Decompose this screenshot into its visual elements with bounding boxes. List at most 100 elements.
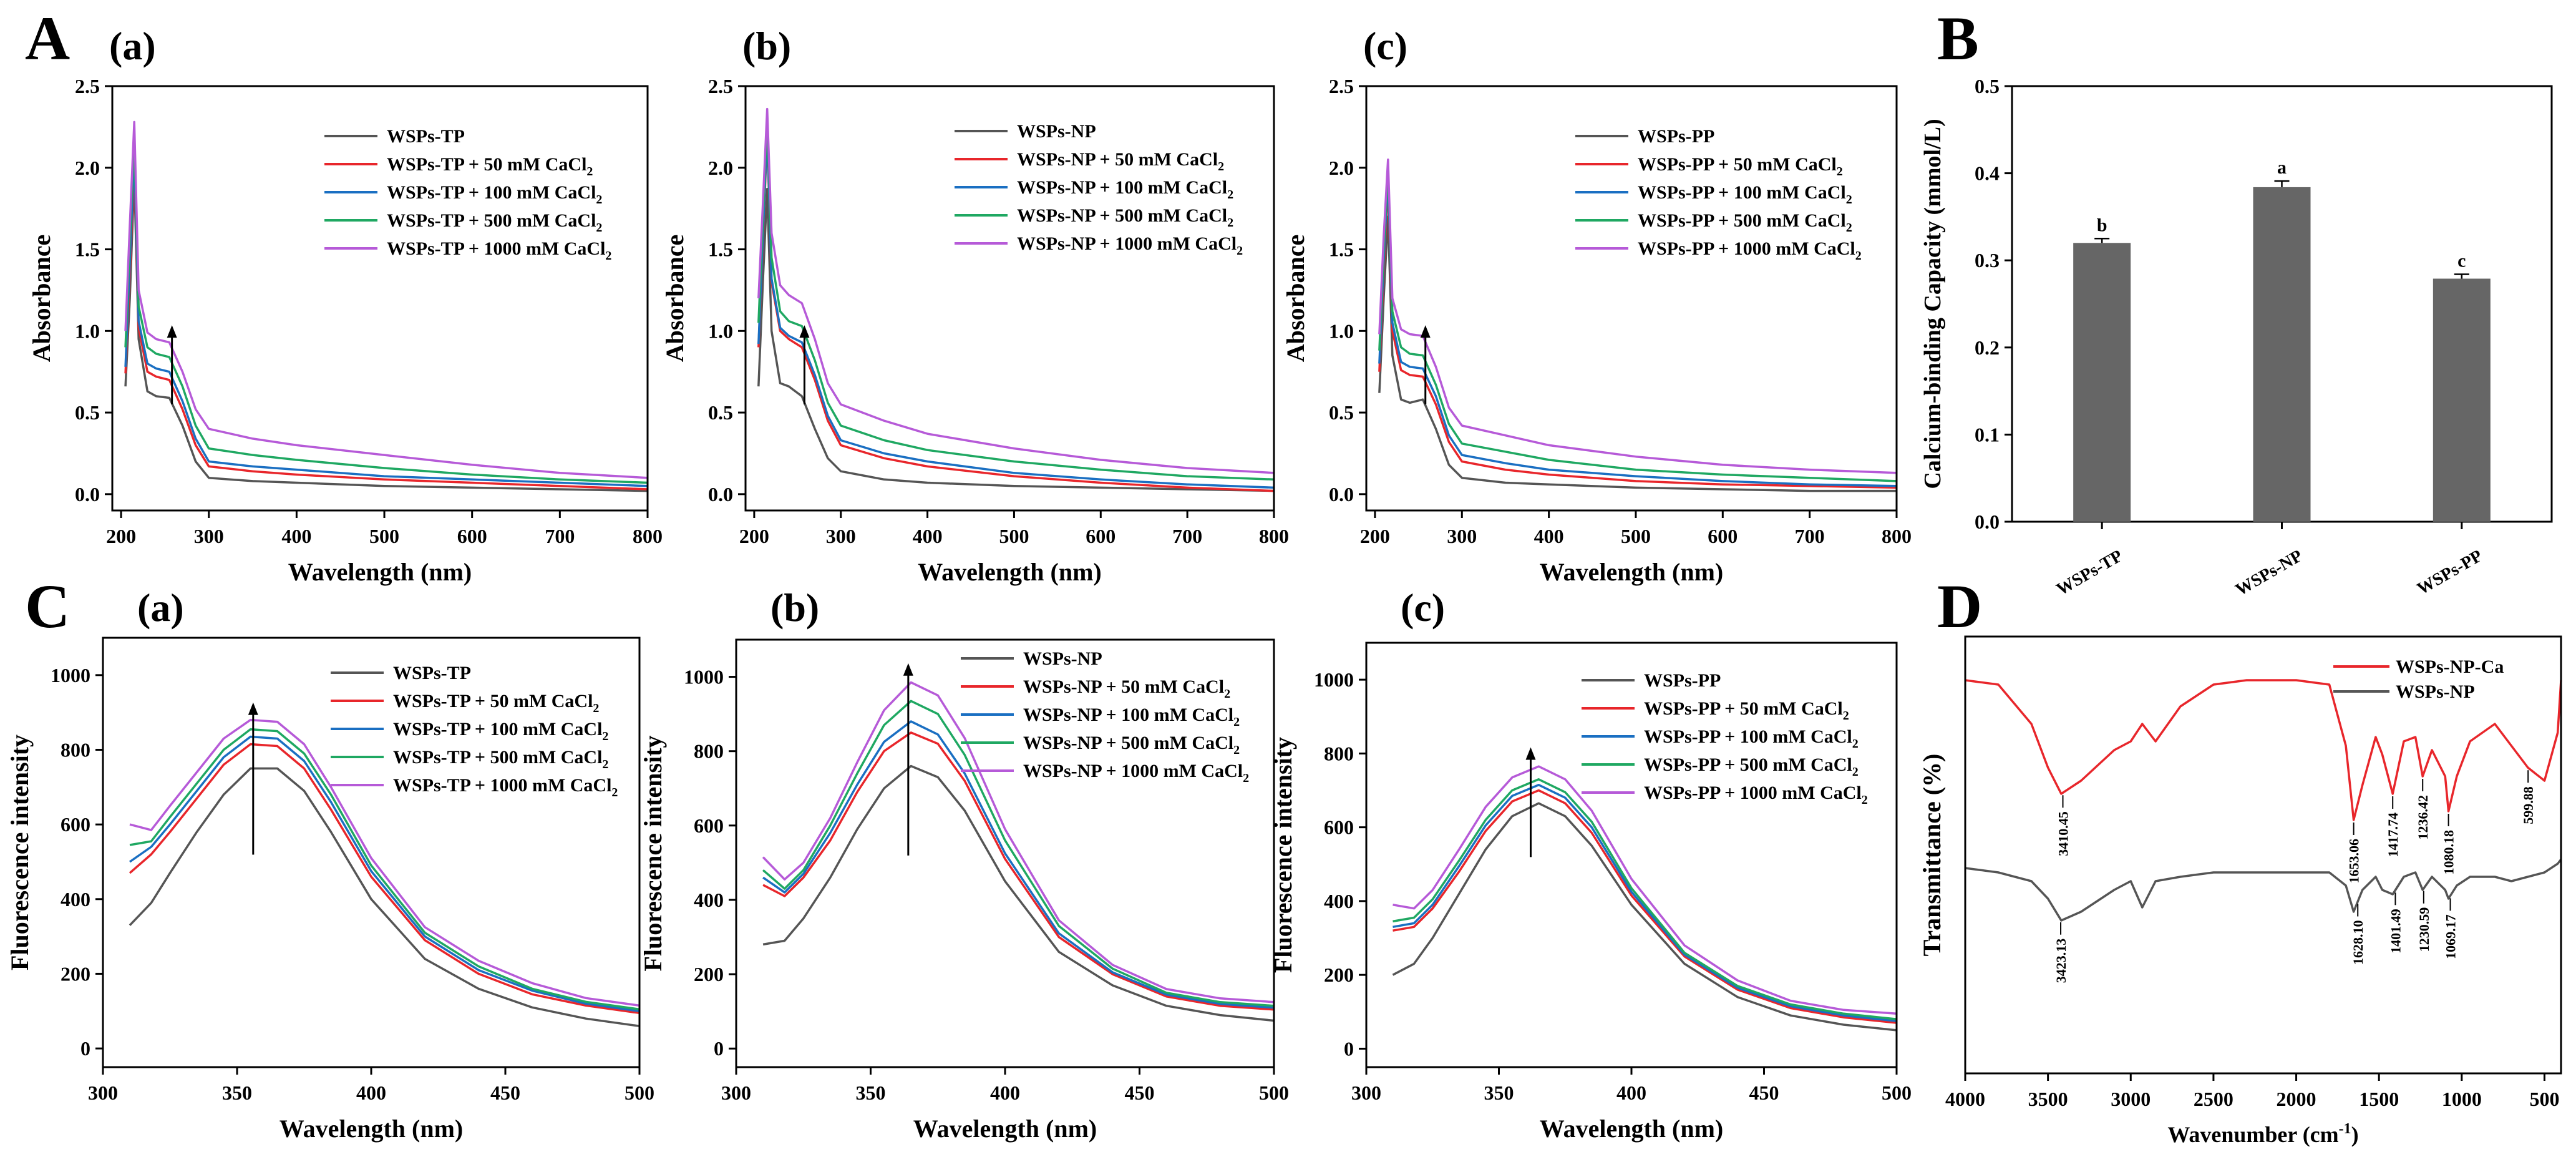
y-tick-label: 0 [1344, 1037, 1354, 1060]
series-line-2 [1392, 783, 1897, 1022]
subscript-2: 2 [586, 165, 593, 178]
y-tick-label: 200 [694, 963, 724, 985]
legend-label-0: WSPs-NP-Ca [2396, 657, 2504, 677]
y-tick-label: 0 [80, 1037, 90, 1060]
chart-bar_b: 0.0 0.1 0.2 0.3 0.4 0.5 Calcium-binding Capaci… [1920, 75, 2553, 600]
legend-text: WSPs-NP + 100 mM CaCl [1023, 705, 1233, 725]
subscript-2: 2 [593, 701, 599, 715]
legend-label-2: WSPs-TP + 100 mM CaCl2 [387, 182, 602, 207]
legend-text: WSPs-TP [387, 126, 465, 147]
subscript-2: 2 [605, 249, 611, 263]
legend-label-4: WSPs-PP + 1000 mM CaCl2 [1638, 238, 1862, 263]
series-line-1 [762, 731, 1275, 1011]
legend-label-1: WSPs-PP + 50 mM CaCl2 [1638, 154, 1843, 178]
peak-label: 1069.17 [2443, 914, 2459, 959]
series-line-1 [1965, 858, 2562, 922]
y-tick-label: 1.0 [75, 320, 100, 342]
x-axis-title: Wavenumber (cm-1) [2167, 1121, 2358, 1147]
legend-label-4: WSPs-NP + 1000 mM CaCl2 [1017, 233, 1243, 258]
legend-label-2: WSPs-PP + 100 mM CaCl2 [1638, 182, 1852, 207]
subscript-2: 2 [596, 221, 602, 235]
x-tick-label: 800 [633, 525, 663, 547]
legend-label-4: WSPs-TP + 1000 mM CaCl2 [387, 238, 611, 263]
legend-text: WSPs-PP + 50 mM CaCl [1638, 154, 1837, 175]
legend-label-4: WSPs-NP + 1000 mM CaCl2 [1023, 761, 1249, 785]
chart-fl_tp: 300 350 400 450 500 0 200 400 600 800 1000 Waveleng… [6, 585, 654, 1143]
y-tick-label: 0 [714, 1037, 724, 1060]
x-tick-label: 500 [625, 1081, 654, 1104]
y-tick-label: 1000 [1314, 668, 1354, 691]
x-tick-label: 2500 [2194, 1088, 2233, 1110]
peak-label: 1653.06 [2346, 839, 2362, 884]
x-tick-label: 300 [1351, 1081, 1381, 1104]
y-tick-label: 2.5 [75, 75, 100, 97]
peak-label: 3410.45 [2056, 811, 2071, 856]
legend-text: WSPs-NP + 50 mM CaCl [1017, 149, 1218, 170]
subscript-2: 2 [1218, 160, 1224, 173]
x-tick-label: 1000 [2442, 1088, 2482, 1110]
x-axis-title-end: ) [2351, 1122, 2359, 1147]
series-line-0 [129, 767, 640, 1027]
series-line-2 [762, 720, 1275, 1009]
x-tick-label: 1500 [2359, 1088, 2399, 1110]
x-tick-label: 350 [222, 1081, 252, 1104]
legend-text: WSPs-NP [1017, 121, 1096, 142]
y-tick-label: 800 [61, 738, 90, 761]
legend-text: WSPs-PP + 100 mM CaCl [1638, 182, 1846, 203]
x-tick-label: 2000 [2277, 1088, 2316, 1110]
series-line-3 [1392, 778, 1897, 1020]
series-line-1 [1392, 789, 1897, 1024]
y-tick-label: 200 [61, 962, 90, 985]
panel-letter-C: C [25, 572, 70, 641]
x-tick-label: 400 [1616, 1081, 1646, 1104]
legend-text: WSPs-TP + 1000 mM CaCl [393, 775, 611, 796]
subscript-2: 2 [1852, 737, 1859, 751]
x-tick-label: 200 [1360, 525, 1390, 547]
x-axis-title-sup: -1 [2339, 1121, 2351, 1137]
bar-1 [2253, 187, 2311, 522]
x-tick-label: 300 [826, 525, 856, 547]
x-tick-label: 400 [913, 525, 943, 547]
trend-arrow-head [1525, 747, 1536, 760]
series-line-3 [129, 728, 640, 1011]
subscript-2: 2 [1846, 193, 1852, 207]
y-tick-label: 0.5 [1329, 401, 1354, 424]
peak-label: 1401.49 [2388, 909, 2403, 954]
y-tick-label: 200 [1324, 964, 1354, 986]
x-tick-label: 3000 [2111, 1088, 2151, 1110]
legend-text: WSPs-PP + 50 mM CaCl [1644, 698, 1843, 719]
y-axis-title: Fluorescence intensity [1269, 737, 1297, 973]
subscript-2: 2 [1852, 765, 1859, 779]
panel-letter-B: B [1937, 4, 1979, 73]
subscript-2: 2 [1837, 165, 1843, 178]
legend-text: WSPs-TP + 100 mM CaCl [393, 719, 602, 740]
peak-label: 1230.59 [2416, 907, 2432, 952]
series-line-3 [757, 117, 1275, 481]
series-line-2 [129, 735, 640, 1013]
legend-text: WSPs-NP + 100 mM CaCl [1017, 177, 1227, 198]
subscript-2: 2 [1243, 771, 1249, 785]
y-tick-label: 600 [61, 813, 90, 836]
chart-uv_pp: 200 300 400 500 600 700 800 0.0 0.5 1.0 1.5 2.0 2.5 W… [1281, 24, 1912, 586]
y-tick-label: 2.5 [708, 75, 733, 97]
legend-text: WSPs-TP + 500 mM CaCl [387, 210, 596, 231]
x-tick-label: 500 [2529, 1088, 2559, 1110]
x-tick-label: 300 [194, 525, 224, 547]
y-tick-label: 1.5 [75, 238, 100, 261]
subscript-2: 2 [1233, 715, 1240, 729]
x-tick-label: 450 [1125, 1081, 1155, 1104]
legend-label-0: WSPs-TP [393, 663, 471, 683]
panel-letter-D: D [1937, 572, 1982, 641]
peak-label: 1236.42 [2415, 795, 2431, 840]
legend-label-2: WSPs-TP + 100 mM CaCl2 [393, 719, 608, 743]
x-tick-label: 350 [1484, 1081, 1514, 1104]
trend-arrow-head [1420, 325, 1431, 338]
x-tick-label: 4000 [1945, 1088, 1985, 1110]
x-tick-label: 3500 [2028, 1088, 2068, 1110]
y-tick-label: 1.5 [708, 238, 733, 261]
chart-uv_np: 200 300 400 500 600 700 800 0.0 0.5 1.0 1.5 2.0 2.5 W… [661, 24, 1289, 586]
x-axis-title: Wavelength (nm) [279, 1115, 463, 1143]
y-tick-label: 0.0 [1329, 483, 1354, 505]
x-tick-label: 350 [856, 1081, 886, 1104]
trend-arrow-head [799, 325, 810, 338]
